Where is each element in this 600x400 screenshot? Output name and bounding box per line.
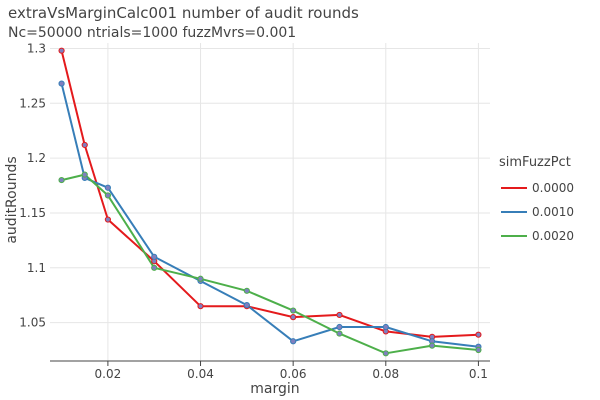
x-axis-title: margin [250, 381, 299, 397]
data-point [290, 307, 297, 314]
data-point [81, 141, 88, 149]
data-point [290, 338, 297, 345]
chart-title: extraVsMarginCalc001 number of audit rou… [8, 4, 359, 22]
x-tick-label: 0.06 [280, 367, 307, 381]
y-tick-label: 1.2 [27, 151, 46, 165]
chart-subtitle: Nc=50000 ntrials=1000 fuzzMvrs=0.001 [8, 25, 296, 41]
data-point [475, 346, 482, 354]
data-point [336, 323, 343, 331]
y-axis-title: auditRounds [4, 156, 20, 243]
data-point [429, 342, 436, 349]
series-line-2 [61, 173, 479, 355]
data-point [151, 264, 158, 271]
legend-item-label: 0.0000 [532, 181, 574, 195]
data-point [475, 331, 482, 338]
x-axis-ticks: 0.02 0.04 0.06 0.08 0.1 [95, 361, 488, 381]
y-tick-label: 1.25 [19, 96, 46, 110]
data-point [336, 311, 343, 319]
y-tick-label: 1.05 [19, 316, 46, 330]
y-tick-label: 1.3 [27, 41, 46, 55]
legend: simFuzzPct 0.0000 0.0010 0.0020 [499, 155, 574, 243]
x-tick-label: 0.02 [95, 367, 122, 381]
data-point [58, 176, 65, 184]
data-point [104, 192, 111, 199]
data-point [197, 303, 204, 310]
data-point [382, 323, 389, 331]
legend-item-label: 0.0010 [532, 205, 574, 219]
series-line-0 [60, 50, 479, 338]
y-tick-label: 1.1 [27, 261, 46, 275]
data-point [197, 275, 204, 282]
x-tick-label: 0.08 [372, 367, 399, 381]
data-point [104, 216, 111, 223]
series-line-1 [60, 83, 479, 348]
data-point [58, 47, 65, 54]
legend-item-label: 0.0020 [532, 229, 574, 243]
data-point [151, 253, 158, 260]
data-point [243, 287, 250, 294]
gridlines [50, 43, 490, 361]
data-point [81, 171, 88, 178]
y-axis-ticks: 1.05 1.1 1.15 1.2 1.25 1.3 [19, 41, 46, 329]
x-tick-label: 0.04 [187, 367, 214, 381]
y-tick-label: 1.15 [19, 206, 46, 220]
data-point [290, 314, 297, 321]
data-point [382, 350, 389, 357]
series-markers [58, 47, 482, 357]
data-point [336, 330, 343, 337]
legend-title: simFuzzPct [499, 155, 571, 170]
x-tick-label: 0.1 [469, 367, 488, 381]
data-point [104, 184, 111, 191]
data-point [243, 301, 250, 309]
data-point [58, 80, 65, 87]
series-lines [60, 50, 479, 355]
